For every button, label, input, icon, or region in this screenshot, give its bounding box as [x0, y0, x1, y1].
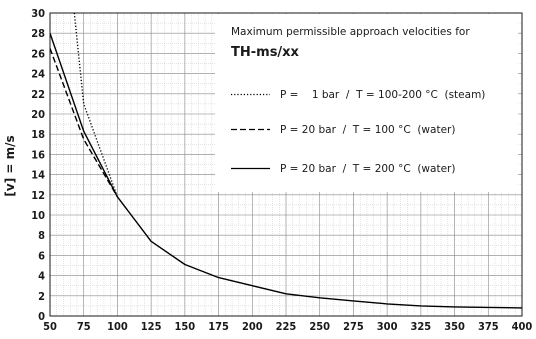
y-tick-label: 0	[38, 310, 45, 323]
y-tick-label: 4	[38, 270, 45, 283]
legend-label: P = 20 bar / T = 100 °C (water)	[280, 124, 455, 136]
series-layer	[50, 13, 522, 309]
x-tick-label: 150	[175, 320, 196, 333]
y-tick-label: 12	[31, 189, 45, 202]
y-tick-label: 8	[38, 229, 45, 242]
y-tick-label: 26	[31, 47, 45, 60]
plot-frame	[49, 12, 523, 317]
legend-label: P = 1 bar / T = 100-200 °C (steam)	[280, 89, 485, 101]
legend-label: P = 20 bar / T = 200 °C (water)	[280, 163, 455, 175]
y-tick-label: 16	[31, 148, 45, 161]
series-line-dotted	[73, 13, 119, 198]
x-tick-label: 125	[141, 320, 162, 333]
x-tick-label: 250	[309, 320, 330, 333]
x-tick-label: 225	[276, 320, 297, 333]
x-tick-label: 100	[107, 320, 128, 333]
x-tick-label: 200	[242, 320, 263, 333]
x-tick-label: 325	[411, 320, 432, 333]
y-tick-label: 28	[31, 27, 45, 40]
x-tick-label: 75	[77, 320, 91, 333]
y-tick-label: 22	[31, 88, 45, 101]
y-tick-label: 14	[31, 169, 45, 182]
y-tick-label: 18	[31, 128, 45, 141]
y-tick-label: 30	[31, 7, 45, 20]
y-axis-label: [v] = m/s	[3, 135, 17, 196]
y-tick-label: 20	[31, 108, 45, 121]
annotation-title: TH-ms/xx	[231, 45, 300, 60]
y-tick-label: 10	[31, 209, 45, 222]
x-tick-label: 175	[208, 320, 229, 333]
y-tick-label: 2	[38, 290, 45, 303]
x-tick-label: 375	[478, 320, 499, 333]
x-axis-ticks: 50 75 100 125 150 175 200 225 250 275 300 325 350 375…	[43, 320, 532, 333]
x-tick-label: 275	[343, 320, 364, 333]
series-line-solid	[50, 32, 522, 309]
legend: P = 1 bar / T = 100-200 °C (steam) P = 20…	[231, 89, 485, 175]
annotation-line1: Maximum permissible approach velocities …	[231, 26, 470, 38]
x-tick-label: 300	[377, 320, 398, 333]
legend-background	[215, 14, 518, 192]
y-tick-label: 6	[38, 249, 45, 262]
series-line-dashed	[50, 48, 119, 198]
y-tick-label: 24	[31, 68, 45, 81]
x-tick-label: 50	[43, 320, 57, 333]
x-tick-label: 350	[444, 320, 465, 333]
x-tick-label: 400	[512, 320, 533, 333]
